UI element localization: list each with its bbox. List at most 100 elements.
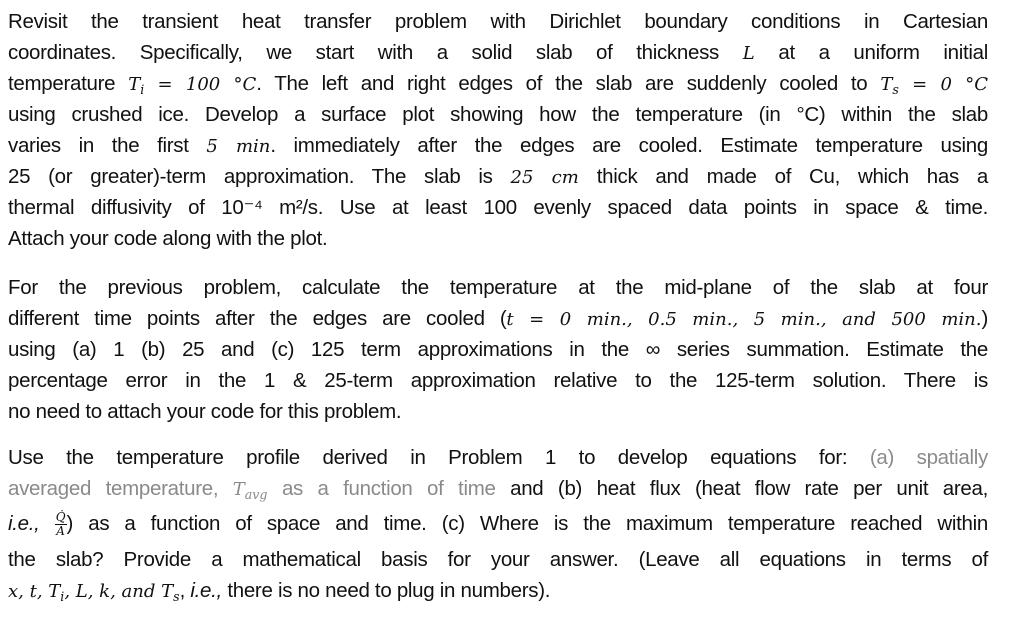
- segment-text: [40, 512, 55, 535]
- segment-text: i.e.,: [8, 512, 40, 535]
- text-segment: . The left and right edges of the slab a…: [256, 72, 880, 95]
- text-line: i.e., Q̇ A) as a function of space and ti…: [8, 504, 988, 544]
- text-line: For the previous problem, calculate the …: [8, 272, 988, 303]
- segment-text: using crushed ice. Develop a surface plo…: [8, 103, 988, 126]
- text-segment: there is no need to plug in numbers).: [222, 579, 550, 602]
- text-segment: different time points after the edges ar…: [8, 307, 507, 330]
- segment-text: using (a) 1 (b) 25 and (c) 125 term appr…: [8, 338, 988, 361]
- subscript: s: [892, 81, 899, 97]
- segment-text: ,: [179, 579, 191, 602]
- text-segment: [40, 512, 55, 535]
- segment-text: ) as a function of space and time. (c) W…: [66, 512, 989, 535]
- text-line: coordinates. Specifically, we start with…: [8, 37, 988, 68]
- segment-text: t = 0 min., 0.5 min., 5 min., and 500 mi…: [506, 309, 982, 330]
- text-line: Attach your code along with the plot.: [8, 223, 988, 254]
- math-text: L: [743, 43, 755, 64]
- text-segment: . immediately after the edges are cooled…: [270, 134, 988, 157]
- math-text: Tavg: [232, 479, 268, 502]
- text-segment: ,: [180, 579, 191, 602]
- text-segment: Revisit the transient heat transfer prob…: [8, 10, 988, 33]
- text-line: averaged temperature, Tavg as a function…: [8, 473, 988, 504]
- math-text: Ti: [48, 581, 65, 604]
- math-text: = 0 °C: [899, 74, 988, 95]
- text-line: different time points after the edges ar…: [8, 303, 988, 334]
- text-line: the slab? Provide a mathematical basis f…: [8, 544, 988, 575]
- math-text: 25 cm: [511, 167, 579, 188]
- subscript: i: [60, 588, 65, 604]
- text-segment: coordinates. Specifically, we start with…: [8, 41, 743, 64]
- segment-text: ): [981, 307, 988, 330]
- fraction-denominator: A: [56, 524, 65, 539]
- problem-document: Revisit the transient heat transfer prob…: [8, 6, 988, 606]
- segment-text: 5 min: [206, 136, 271, 157]
- math-text: , L, k, and: [64, 581, 161, 602]
- segment-text: T: [232, 479, 245, 500]
- text-segment: as a function of time: [267, 477, 496, 500]
- text-line: using crushed ice. Develop a surface plo…: [8, 99, 988, 130]
- segment-text: and (b) heat flux (heat flow rate per un…: [495, 477, 988, 500]
- text-line: Revisit the transient heat transfer prob…: [8, 6, 988, 37]
- segment-text: as a function of time: [267, 477, 496, 500]
- segment-text: For the previous problem, calculate the …: [8, 276, 988, 299]
- text-segment: 25 (or greater)-term approximation. The …: [8, 165, 511, 188]
- problem-2-paragraph: For the previous problem, calculate the …: [8, 272, 988, 427]
- math-text: x, t,: [8, 581, 48, 602]
- segment-text: different time points after the edges ar…: [8, 307, 507, 330]
- subscript: avg: [244, 486, 268, 502]
- text-segment: Use the temperature profile derived in P…: [8, 446, 870, 469]
- text-segment: i.e.,: [190, 579, 222, 602]
- segment-text: T: [48, 581, 61, 602]
- math-text: Ti: [128, 74, 145, 97]
- text-segment: at a uniform initial: [755, 41, 988, 64]
- text-segment: using crushed ice. Develop a surface plo…: [8, 103, 988, 126]
- segment-text: Revisit the transient heat transfer prob…: [8, 10, 988, 33]
- segment-text: . The left and right edges of the slab a…: [256, 72, 881, 95]
- segment-text: L: [742, 43, 755, 64]
- text-segment: varies in the first: [8, 134, 206, 157]
- problem-3-paragraph: Use the temperature profile derived in P…: [8, 442, 988, 606]
- segment-text: T: [161, 581, 174, 602]
- segment-text: T: [128, 74, 141, 95]
- fraction-q-dot-over-a: Q̇ A: [54, 510, 67, 539]
- text-segment: For the previous problem, calculate the …: [8, 276, 988, 299]
- text-segment: temperature: [8, 72, 128, 95]
- text-segment: thick and made of Cu, which has a: [578, 165, 989, 188]
- segment-text: thermal diffusivity of 10⁻⁴ m²/s. Use at…: [8, 196, 988, 219]
- segment-text: T: [880, 74, 893, 95]
- segment-text: 25 (or greater)-term approximation. The …: [8, 165, 511, 188]
- subscript: i: [140, 81, 145, 97]
- subscript: s: [173, 588, 180, 604]
- text-segment: no need to attach your code for this pro…: [8, 400, 402, 423]
- text-segment: i.e.,: [8, 512, 40, 535]
- text-line: no need to attach your code for this pro…: [8, 396, 988, 427]
- segment-text: = 100 °C: [144, 74, 257, 95]
- text-segment: ): [981, 307, 988, 330]
- segment-text: no need to attach your code for this pro…: [8, 400, 402, 423]
- segment-text: Attach your code along with the plot.: [8, 227, 328, 250]
- segment-text: there is no need to plug in numbers).: [221, 579, 551, 602]
- text-line: percentage error in the 1 & 25-term appr…: [8, 365, 988, 396]
- segment-text: = 0 °C: [898, 74, 988, 95]
- text-line: x, t, Ti, L, k, and Ts, i.e., there is n…: [8, 575, 988, 606]
- segment-text: thick and made of Cu, which has a: [578, 165, 989, 188]
- text-line: thermal diffusivity of 10⁻⁴ m²/s. Use at…: [8, 192, 988, 223]
- text-segment: (a) spatially: [870, 446, 988, 469]
- segment-text: 25 cm: [510, 167, 579, 188]
- segment-text: percentage error in the 1 & 25-term appr…: [8, 369, 988, 392]
- math-text: t = 0 min., 0.5 min., 5 min., and 500 mi…: [506, 309, 981, 330]
- segment-text: the slab? Provide a mathematical basis f…: [8, 548, 988, 571]
- math-text: 5 min: [206, 136, 270, 157]
- text-line: using (a) 1 (b) 25 and (c) 125 term appr…: [8, 334, 988, 365]
- text-segment: the slab? Provide a mathematical basis f…: [8, 548, 988, 571]
- text-segment: Attach your code along with the plot.: [8, 227, 328, 250]
- segment-text: coordinates. Specifically, we start with…: [8, 41, 743, 64]
- text-segment: using (a) 1 (b) 25 and (c) 125 term appr…: [8, 338, 988, 361]
- text-line: Use the temperature profile derived in P…: [8, 442, 988, 473]
- math-text: Ts: [161, 581, 180, 604]
- segment-text: . immediately after the edges are cooled…: [270, 134, 989, 157]
- segment-text: x, t,: [8, 581, 49, 602]
- fraction-numerator: Q̇: [54, 510, 67, 526]
- math-text: = 100 °C: [144, 74, 257, 95]
- segment-text: temperature: [8, 72, 129, 95]
- text-line: 25 (or greater)-term approximation. The …: [8, 161, 988, 192]
